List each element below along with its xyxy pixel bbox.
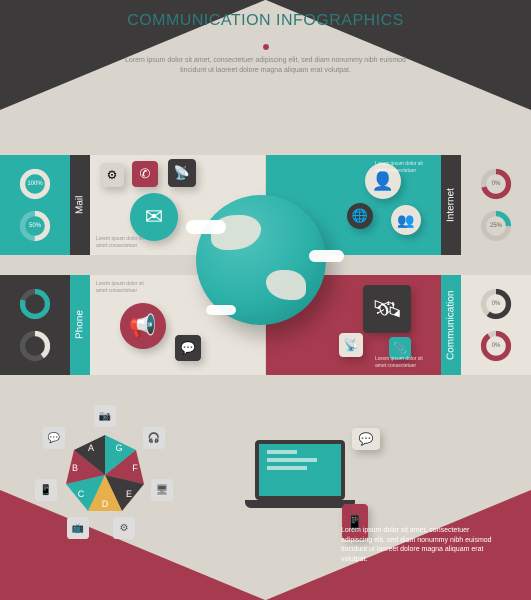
satellite-icon: 🛰 (363, 285, 411, 333)
header-body: Lorem ipsum dolor sit amet, consectetuer… (116, 56, 416, 76)
communication-donut-1: 0% (480, 288, 512, 320)
cloud-icon (206, 305, 236, 315)
phone-handset-icon: ✆ (132, 161, 158, 187)
communication-label: Communication (441, 275, 461, 375)
internet-donut-2: 25% (480, 210, 512, 242)
message-bubble-icon: 💬 (352, 428, 380, 450)
svg-text:E: E (126, 489, 132, 499)
cloud-icon (186, 220, 226, 234)
camera-mini-icon: 📷 (94, 405, 116, 427)
phone-label: Phone (70, 275, 90, 375)
polygon-chart: G F E D C B A 📷 🎧 🖥 ⚙ 📺 📱 💬 (35, 405, 175, 545)
users-group-icon: 👥 (391, 205, 421, 235)
internet-donut-1-pct: 0% (480, 168, 512, 200)
svg-text:B: B (72, 463, 78, 473)
svg-text:D: D (102, 499, 109, 509)
laptop-illustration: 📱 💬 (240, 440, 360, 530)
internet-chart-col: 0% 25% (461, 155, 531, 255)
monitor-mini-icon: 🖥 (151, 479, 173, 501)
svg-text:A: A (88, 443, 94, 453)
cloud-icon (309, 250, 344, 262)
laptop-screen-icon (255, 440, 345, 500)
communication-donut-1-pct: 0% (480, 288, 512, 320)
mail-donut-1: 100% (19, 168, 51, 200)
headphones-mini-icon: 🎧 (143, 427, 165, 449)
laptop-base (245, 500, 355, 508)
infographic-canvas: Communication infographics Lorem ipsum d… (0, 0, 531, 600)
communication-caption: Lorem ipsum dolor sit amet consectetuer (375, 356, 435, 369)
dish-small-icon: 📡 (339, 333, 363, 357)
chat-bubble-icon: 💬 (175, 335, 201, 361)
globe-illustration (196, 195, 336, 335)
phone-chart-col (0, 275, 70, 375)
mail-donut-2-pct: 50% (19, 210, 51, 242)
phone-caption: Lorem ipsum dolor sit amet consectetuer (96, 281, 156, 294)
gear-mini-icon: ⚙ (113, 517, 135, 539)
mail-donut-1-pct: 100% (19, 168, 51, 200)
globe-small-icon: 🌐 (347, 203, 373, 229)
mail-label: Mail (70, 155, 90, 255)
title-bullet-icon (263, 44, 269, 50)
internet-donut-2-pct: 25% (480, 210, 512, 242)
mobile-mini-icon: 📱 (35, 479, 57, 501)
gear-icon: ⚙ (100, 163, 124, 187)
envelope-at-icon: ✉ (130, 193, 178, 241)
mail-donut-2: 50% (19, 210, 51, 242)
mail-caption: Lorem ipsum dolor sit amet consectetuer (96, 236, 156, 249)
megaphone-icon: 📢 (120, 303, 166, 349)
mail-chart-col: 100% 50% (0, 155, 70, 255)
phone-donut-1 (19, 288, 51, 320)
chat-mini-icon: 💬 (43, 427, 65, 449)
internet-label: Internet (441, 155, 461, 255)
communication-donut-2: 0% (480, 330, 512, 362)
communication-chart-col: 0% 0% (461, 275, 531, 375)
tv-mini-icon: 📺 (67, 517, 89, 539)
svg-text:G: G (115, 443, 122, 453)
communication-donut-2-pct: 0% (480, 330, 512, 362)
internet-donut-1: 0% (480, 168, 512, 200)
phone-donut-2 (19, 330, 51, 362)
footer-body: Lorem ipsum dolor sit amet, consectetuer… (341, 526, 501, 565)
footer: Lorem ipsum dolor sit amet, consectetuer… (341, 526, 501, 565)
satellite-dish-icon: 📡 (168, 159, 196, 187)
svg-text:C: C (78, 489, 85, 499)
header: Communication infographics Lorem ipsum d… (76, 12, 456, 76)
internet-caption: Lorem ipsum dolor sit amet consectetuer (375, 161, 435, 174)
svg-text:F: F (132, 463, 138, 473)
page-title: Communication infographics (76, 12, 456, 30)
